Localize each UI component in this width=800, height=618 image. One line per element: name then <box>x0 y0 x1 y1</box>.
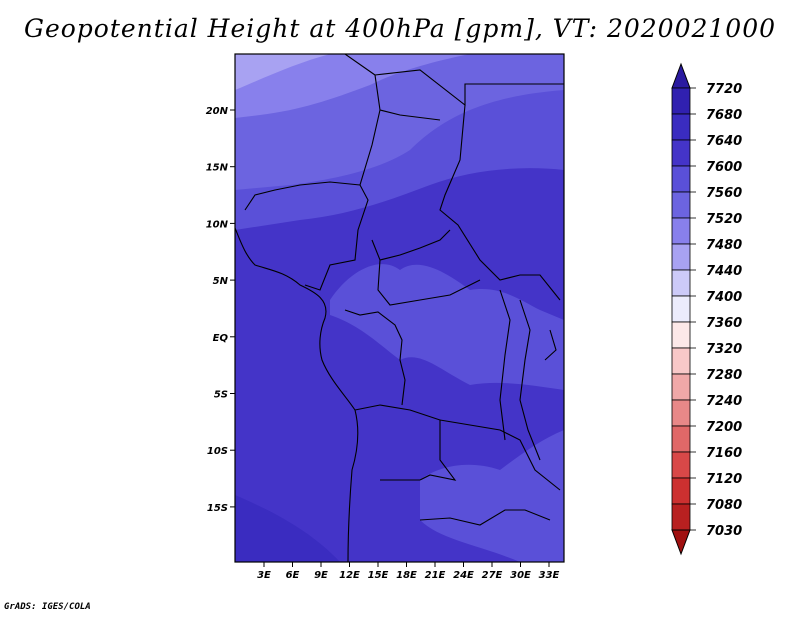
lon-tick-label: 12E <box>339 570 360 581</box>
lon-tick-label: 21E <box>425 570 446 581</box>
lon-tick-label: 18E <box>396 570 417 581</box>
lon-tick-label: 24E <box>453 570 474 581</box>
lon-tick-label: 27E <box>482 570 503 581</box>
colorbar-label: 7480 <box>706 238 742 253</box>
lat-tick-label: 15S <box>207 503 228 514</box>
colorbar-swatch <box>671 165 691 193</box>
colorbar-swatch <box>671 373 691 401</box>
colorbar-label: 7400 <box>706 290 742 305</box>
colorbar-label: 7640 <box>706 134 742 149</box>
colorbar-swatch <box>671 87 691 115</box>
height-field-7640-southwest <box>235 495 340 562</box>
colorbar-label: 7720 <box>706 82 742 97</box>
map-panel <box>235 54 564 562</box>
colorbar-swatch <box>671 217 691 245</box>
colorbar-swatch <box>671 503 691 531</box>
colorbar-label: 7320 <box>706 342 742 357</box>
colorbar-swatch <box>671 451 691 479</box>
colorbar-label: 7560 <box>706 186 742 201</box>
colorbar-swatch <box>671 191 691 219</box>
colorbar-swatch <box>671 243 691 271</box>
lon-axis: 3E 6E 9E 12E 15E 18E 21E 24E 27E 30E 33E <box>257 562 560 581</box>
height-field-7480-north <box>235 54 470 118</box>
lon-tick-label: 3E <box>257 570 271 581</box>
coastlines-and-borders <box>235 54 564 562</box>
lon-tick-label: 15E <box>368 570 389 581</box>
colorbar-label: 7160 <box>706 446 742 461</box>
colorbar-label: 7680 <box>706 108 742 123</box>
colorbar-top-arrow <box>671 62 691 89</box>
lat-tick-label: EQ <box>213 333 229 344</box>
lat-tick-label: 5N <box>213 276 229 287</box>
map-title: Geopotential Height at 400hPa [gpm], VT:… <box>23 14 777 43</box>
lat-tick-label: 5S <box>214 390 228 401</box>
colorbar-label: 7080 <box>706 498 742 513</box>
lat-tick-label: 15N <box>206 163 229 174</box>
colorbar-label: 7200 <box>706 420 742 435</box>
colorbar: 7720 7680 7640 7600 7560 7520 7480 7440 7400 7360… <box>671 62 742 556</box>
colorbar-swatch <box>671 477 691 505</box>
colorbar-label: 7600 <box>706 160 742 175</box>
colorbar-swatch <box>671 321 691 349</box>
lat-tick-label: 10N <box>206 219 229 230</box>
colorbar-label: 7520 <box>706 212 742 227</box>
colorbar-bottom-arrow <box>671 529 691 556</box>
lon-tick-label: 30E <box>510 570 531 581</box>
height-field-7560-central <box>330 264 564 390</box>
height-field-7440-north <box>235 54 330 90</box>
lat-tick-label: 10S <box>207 446 228 457</box>
colorbar-swatch <box>671 425 691 453</box>
lon-tick-label: 9E <box>314 570 328 581</box>
colorbar-swatch <box>671 269 691 297</box>
grads-credit: GrADS: IGES/COLA <box>4 602 91 612</box>
colorbar-label: 7360 <box>706 316 742 331</box>
map-frame <box>234 53 565 563</box>
colorbar-swatch <box>671 139 691 167</box>
colorbar-swatch <box>671 347 691 375</box>
colorbar-label: 7280 <box>706 368 742 383</box>
colorbar-label: 7240 <box>706 394 742 409</box>
colorbar-label: 7030 <box>706 524 742 539</box>
colorbar-label: 7440 <box>706 264 742 279</box>
lon-tick-label: 6E <box>286 570 300 581</box>
colorbar-swatch <box>671 399 691 427</box>
colorbar-label: 7120 <box>706 472 742 487</box>
lat-axis: 20N 15N 10N 5N EQ 5S 10S 15S <box>206 106 235 514</box>
lon-tick-label: 33E <box>539 570 560 581</box>
colorbar-swatch <box>671 113 691 141</box>
height-field-7560-south <box>420 430 564 562</box>
lat-tick-label: 20N <box>206 106 229 117</box>
colorbar-swatch <box>671 295 691 323</box>
